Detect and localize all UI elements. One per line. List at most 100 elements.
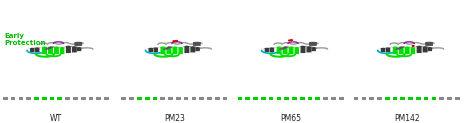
Polygon shape bbox=[281, 46, 289, 54]
Ellipse shape bbox=[74, 42, 82, 43]
Ellipse shape bbox=[49, 46, 55, 47]
Polygon shape bbox=[403, 46, 411, 54]
Circle shape bbox=[289, 40, 291, 41]
Bar bbox=[385, 97, 390, 100]
Polygon shape bbox=[171, 46, 179, 54]
Bar bbox=[308, 97, 312, 100]
Ellipse shape bbox=[164, 48, 169, 49]
Ellipse shape bbox=[193, 42, 201, 43]
Bar bbox=[237, 97, 242, 100]
Polygon shape bbox=[147, 48, 155, 52]
Ellipse shape bbox=[48, 47, 53, 48]
Polygon shape bbox=[70, 46, 79, 52]
Polygon shape bbox=[409, 47, 417, 54]
Polygon shape bbox=[415, 46, 424, 53]
Polygon shape bbox=[384, 47, 392, 52]
Bar bbox=[65, 97, 70, 100]
Polygon shape bbox=[177, 47, 184, 54]
Polygon shape bbox=[293, 47, 301, 54]
Ellipse shape bbox=[168, 46, 173, 47]
Bar bbox=[153, 97, 157, 100]
Polygon shape bbox=[426, 47, 434, 51]
Bar bbox=[447, 97, 452, 100]
Text: PM142: PM142 bbox=[394, 114, 419, 123]
Bar bbox=[73, 97, 78, 100]
Bar bbox=[416, 97, 421, 100]
Ellipse shape bbox=[396, 48, 401, 49]
Ellipse shape bbox=[74, 45, 82, 46]
Bar bbox=[11, 97, 16, 100]
Bar bbox=[323, 97, 328, 100]
Text: Early
Protection: Early Protection bbox=[5, 33, 46, 46]
Ellipse shape bbox=[193, 44, 201, 45]
Bar bbox=[369, 97, 374, 100]
Bar bbox=[42, 97, 46, 100]
Bar bbox=[184, 97, 189, 100]
Bar bbox=[300, 97, 305, 100]
Polygon shape bbox=[193, 47, 201, 51]
Bar bbox=[57, 97, 62, 100]
Bar bbox=[121, 97, 126, 100]
Bar bbox=[276, 97, 281, 100]
Polygon shape bbox=[46, 46, 55, 54]
Bar bbox=[246, 97, 250, 100]
Ellipse shape bbox=[74, 43, 82, 44]
Bar bbox=[377, 97, 382, 100]
Bar bbox=[424, 97, 428, 100]
Text: PM65: PM65 bbox=[280, 114, 301, 123]
Polygon shape bbox=[52, 46, 61, 54]
Ellipse shape bbox=[163, 49, 168, 50]
Polygon shape bbox=[420, 46, 429, 52]
Bar bbox=[3, 97, 8, 100]
Ellipse shape bbox=[309, 43, 317, 44]
Ellipse shape bbox=[309, 42, 317, 43]
Bar bbox=[129, 97, 134, 100]
Ellipse shape bbox=[45, 49, 49, 50]
Bar bbox=[269, 97, 273, 100]
Bar bbox=[292, 97, 297, 100]
Bar bbox=[50, 97, 55, 100]
Text: PM23: PM23 bbox=[164, 114, 185, 123]
Polygon shape bbox=[75, 47, 83, 51]
Bar bbox=[145, 97, 149, 100]
Bar bbox=[284, 97, 289, 100]
Polygon shape bbox=[310, 47, 318, 51]
Ellipse shape bbox=[309, 44, 317, 45]
Bar bbox=[215, 97, 219, 100]
Bar bbox=[207, 97, 212, 100]
Bar bbox=[81, 97, 85, 100]
Bar bbox=[439, 97, 444, 100]
Bar bbox=[253, 97, 258, 100]
Ellipse shape bbox=[425, 45, 433, 46]
Bar bbox=[362, 97, 366, 100]
Bar bbox=[89, 97, 93, 100]
Polygon shape bbox=[391, 46, 400, 54]
Polygon shape bbox=[28, 48, 36, 52]
Ellipse shape bbox=[425, 44, 433, 45]
Bar bbox=[96, 97, 101, 100]
Polygon shape bbox=[58, 47, 66, 54]
Polygon shape bbox=[304, 46, 313, 52]
Ellipse shape bbox=[167, 47, 172, 48]
Text: WT: WT bbox=[50, 114, 62, 123]
Ellipse shape bbox=[425, 43, 433, 44]
Bar bbox=[160, 97, 165, 100]
Ellipse shape bbox=[193, 43, 201, 44]
Bar bbox=[176, 97, 181, 100]
Bar bbox=[168, 97, 173, 100]
Ellipse shape bbox=[280, 48, 285, 49]
Ellipse shape bbox=[395, 49, 400, 50]
Polygon shape bbox=[33, 47, 41, 52]
Bar bbox=[331, 97, 336, 100]
Bar bbox=[137, 97, 142, 100]
Polygon shape bbox=[287, 46, 295, 54]
Ellipse shape bbox=[425, 43, 433, 44]
Ellipse shape bbox=[193, 45, 201, 46]
Bar bbox=[191, 97, 196, 100]
Polygon shape bbox=[299, 46, 308, 53]
Polygon shape bbox=[268, 47, 276, 52]
Polygon shape bbox=[188, 46, 197, 52]
Ellipse shape bbox=[400, 46, 405, 47]
Ellipse shape bbox=[193, 43, 201, 44]
Ellipse shape bbox=[284, 46, 289, 47]
